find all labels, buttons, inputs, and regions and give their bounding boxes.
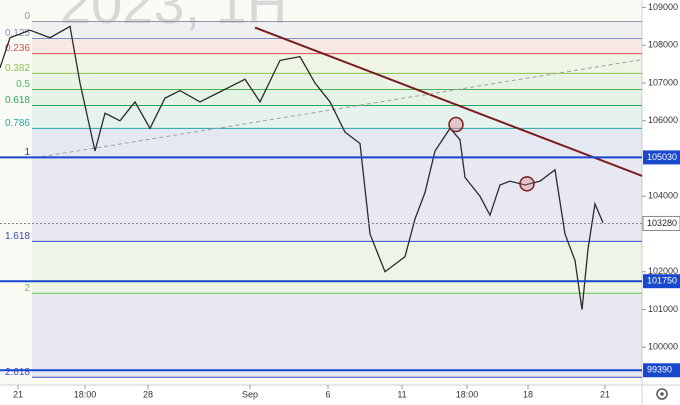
fib-band bbox=[32, 241, 642, 294]
fib-label: 1.618 bbox=[5, 231, 30, 242]
fib-band bbox=[32, 157, 642, 242]
fib-label: 0.786 bbox=[5, 118, 30, 129]
fib-band bbox=[32, 89, 642, 106]
settings-icon[interactable] bbox=[656, 388, 668, 400]
trendline bbox=[254, 26, 643, 177]
settings-gear[interactable] bbox=[656, 388, 668, 400]
price-label: 103280 bbox=[647, 218, 677, 228]
x-tick-label: 18:00 bbox=[456, 389, 479, 399]
marker bbox=[519, 176, 535, 192]
watermark: 2023, 1H bbox=[60, 0, 287, 35]
y-tick-label: 109000 bbox=[648, 2, 678, 12]
fib-label: 0.382 bbox=[5, 63, 30, 74]
fib-label: 0 bbox=[24, 11, 30, 22]
x-tick-label: 6 bbox=[325, 389, 330, 399]
x-tick-label: 18 bbox=[523, 389, 533, 399]
price-label-bg bbox=[643, 274, 680, 289]
settings-gear-center[interactable] bbox=[660, 392, 664, 396]
x-tick-label: 18:00 bbox=[74, 389, 97, 399]
y-tick-label: 102000 bbox=[648, 266, 678, 276]
x-tick-label: 28 bbox=[143, 389, 153, 399]
plot-background bbox=[0, 0, 642, 385]
fib-label: 1 bbox=[24, 147, 30, 158]
fib-label: 2 bbox=[24, 283, 30, 294]
fib-band bbox=[32, 128, 642, 158]
y-tick-label: 100000 bbox=[648, 342, 678, 352]
fib-band bbox=[32, 21, 642, 39]
fib-label: 0.5 bbox=[16, 79, 30, 90]
y-tick-label: 108000 bbox=[648, 40, 678, 50]
fib-band bbox=[32, 38, 642, 54]
trendline bbox=[34, 59, 643, 159]
fib-band bbox=[32, 53, 642, 74]
fib-label: 0.618 bbox=[5, 95, 30, 106]
x-tick-label: 21 bbox=[13, 389, 23, 399]
x-tick-label: 11 bbox=[397, 389, 406, 399]
fib-band bbox=[32, 293, 642, 378]
y-tick-label: 106000 bbox=[648, 115, 678, 125]
price-line bbox=[0, 25, 604, 310]
x-tick-label: 21 bbox=[600, 389, 610, 399]
fib-label: 0.236 bbox=[5, 43, 30, 54]
y-tick-label: 107000 bbox=[648, 77, 678, 87]
price-label-bg bbox=[643, 363, 680, 378]
price-label-bg bbox=[643, 150, 680, 165]
y-tick-label: 104000 bbox=[648, 191, 678, 201]
fib-label: 0.125 bbox=[5, 28, 30, 39]
fib-label: 2.618 bbox=[5, 367, 30, 378]
fib-band bbox=[32, 73, 642, 90]
x-tick-label: Sep bbox=[242, 389, 258, 399]
price-label: 99390 bbox=[647, 365, 672, 375]
marker bbox=[448, 116, 464, 133]
price-label: 105030 bbox=[647, 152, 677, 162]
price-label: 101750 bbox=[647, 276, 677, 286]
y-tick-label: 101000 bbox=[648, 304, 678, 314]
price-label-bg bbox=[642, 215, 680, 231]
